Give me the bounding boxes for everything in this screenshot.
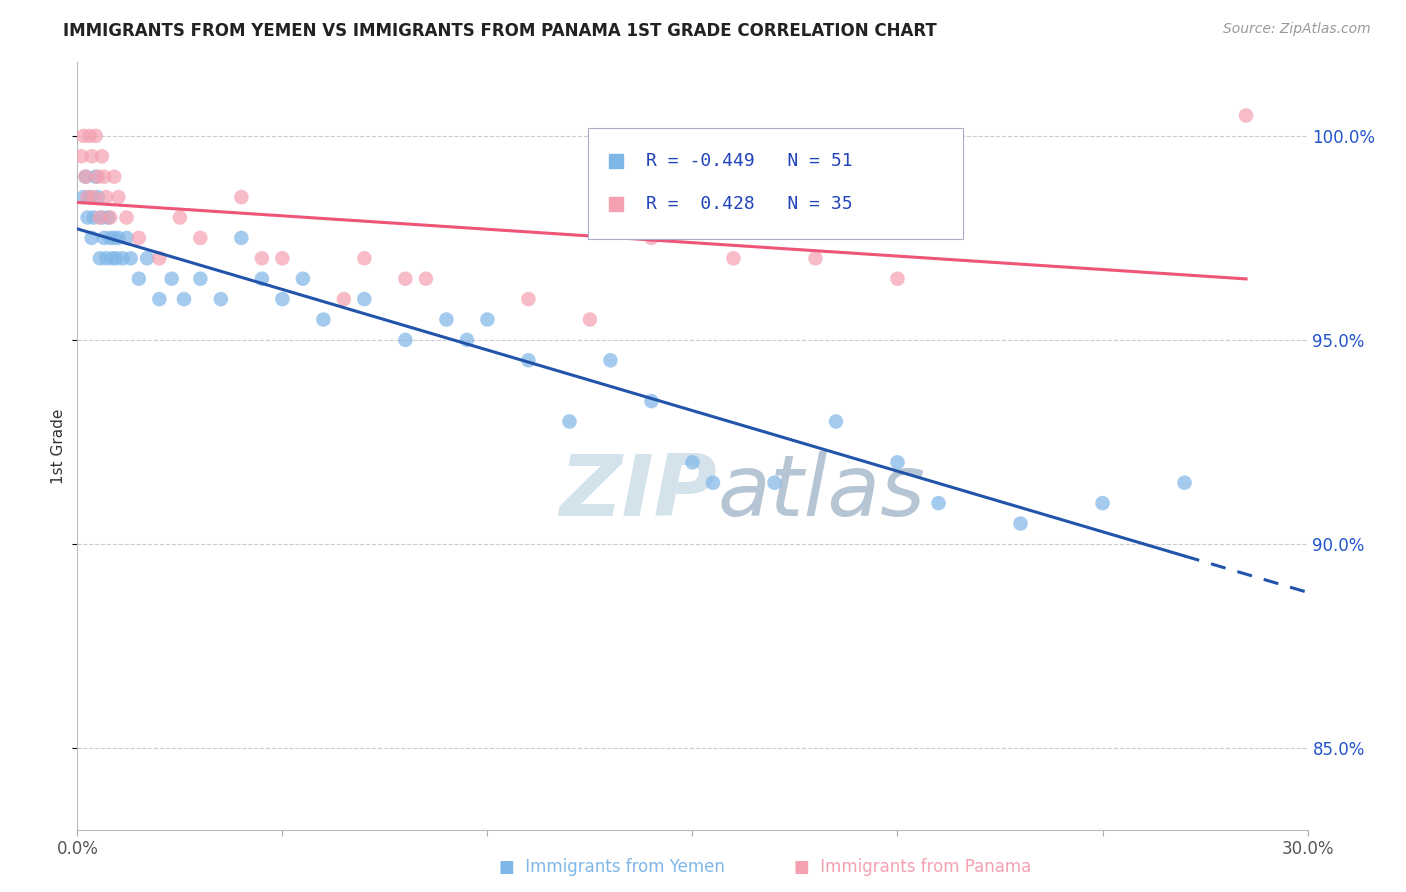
Point bbox=[111, 252, 134, 266]
Point bbox=[93, 169, 115, 184]
Point bbox=[333, 292, 356, 306]
Text: atlas: atlas bbox=[717, 450, 925, 533]
Point bbox=[353, 252, 375, 266]
Point bbox=[271, 252, 294, 266]
FancyBboxPatch shape bbox=[588, 128, 963, 239]
Point bbox=[76, 190, 98, 204]
Point bbox=[456, 333, 478, 347]
Point bbox=[87, 169, 110, 184]
Point bbox=[98, 231, 121, 245]
Point bbox=[97, 211, 120, 225]
Point bbox=[87, 190, 110, 204]
Text: Source: ZipAtlas.com: Source: ZipAtlas.com bbox=[1223, 22, 1371, 37]
Point bbox=[928, 496, 950, 510]
Point bbox=[79, 190, 101, 204]
Point bbox=[80, 149, 103, 163]
Text: ■  Immigrants from Yemen: ■ Immigrants from Yemen bbox=[499, 858, 725, 876]
Point bbox=[702, 475, 724, 490]
Point bbox=[723, 252, 745, 266]
Point bbox=[640, 231, 662, 245]
Point bbox=[886, 455, 908, 469]
Point bbox=[128, 231, 150, 245]
Point bbox=[579, 312, 602, 326]
Point bbox=[886, 271, 908, 285]
Point bbox=[160, 271, 183, 285]
Point bbox=[105, 252, 128, 266]
Point bbox=[394, 271, 416, 285]
Point bbox=[436, 312, 458, 326]
Point bbox=[120, 252, 142, 266]
Text: ZIP: ZIP bbox=[560, 450, 717, 533]
Point bbox=[84, 169, 107, 184]
Text: ■  Immigrants from Panama: ■ Immigrants from Panama bbox=[794, 858, 1032, 876]
Point bbox=[148, 292, 170, 306]
Point bbox=[83, 190, 105, 204]
Y-axis label: 1st Grade: 1st Grade bbox=[51, 409, 66, 483]
Point bbox=[1234, 108, 1257, 122]
Point bbox=[148, 252, 170, 266]
Point bbox=[188, 271, 212, 285]
Point bbox=[93, 231, 115, 245]
Point bbox=[517, 292, 540, 306]
Point bbox=[173, 292, 195, 306]
Point bbox=[169, 211, 191, 225]
Point bbox=[128, 271, 150, 285]
Point bbox=[209, 292, 232, 306]
Point bbox=[394, 333, 416, 347]
Point bbox=[76, 211, 98, 225]
Point bbox=[250, 271, 273, 285]
Point bbox=[90, 149, 114, 163]
Point bbox=[312, 312, 335, 326]
Point bbox=[79, 128, 101, 143]
Point bbox=[804, 252, 827, 266]
Point bbox=[75, 169, 97, 184]
Point bbox=[136, 252, 159, 266]
Point bbox=[1010, 516, 1032, 531]
Point bbox=[477, 312, 499, 326]
Point bbox=[682, 455, 704, 469]
Point bbox=[599, 353, 621, 368]
Point bbox=[115, 211, 138, 225]
Point bbox=[107, 190, 129, 204]
Point bbox=[353, 292, 375, 306]
Point bbox=[825, 415, 848, 429]
Point bbox=[763, 475, 786, 490]
Point bbox=[98, 211, 121, 225]
Point bbox=[101, 252, 124, 266]
Point bbox=[89, 211, 111, 225]
Point bbox=[103, 169, 125, 184]
Point bbox=[517, 353, 540, 368]
Point bbox=[1174, 475, 1197, 490]
Point bbox=[75, 169, 97, 184]
Point bbox=[94, 190, 117, 204]
Text: R =  0.428   N = 35: R = 0.428 N = 35 bbox=[645, 195, 852, 213]
Point bbox=[84, 128, 107, 143]
Point bbox=[115, 231, 138, 245]
Point bbox=[1091, 496, 1114, 510]
Point bbox=[558, 415, 581, 429]
Point bbox=[231, 231, 253, 245]
Point bbox=[94, 252, 117, 266]
Point bbox=[415, 271, 437, 285]
Text: IMMIGRANTS FROM YEMEN VS IMMIGRANTS FROM PANAMA 1ST GRADE CORRELATION CHART: IMMIGRANTS FROM YEMEN VS IMMIGRANTS FROM… bbox=[63, 22, 936, 40]
Text: R = -0.449   N = 51: R = -0.449 N = 51 bbox=[645, 152, 852, 169]
Point bbox=[271, 292, 294, 306]
Point bbox=[89, 252, 111, 266]
Point bbox=[83, 211, 105, 225]
Point bbox=[107, 231, 129, 245]
Point bbox=[250, 252, 273, 266]
Point bbox=[231, 190, 253, 204]
Point bbox=[640, 394, 662, 409]
Point bbox=[72, 128, 94, 143]
Point bbox=[72, 190, 94, 204]
Point bbox=[70, 149, 93, 163]
Point bbox=[90, 211, 114, 225]
Point bbox=[80, 231, 103, 245]
Point bbox=[188, 231, 212, 245]
Point bbox=[103, 231, 125, 245]
Point bbox=[291, 271, 314, 285]
